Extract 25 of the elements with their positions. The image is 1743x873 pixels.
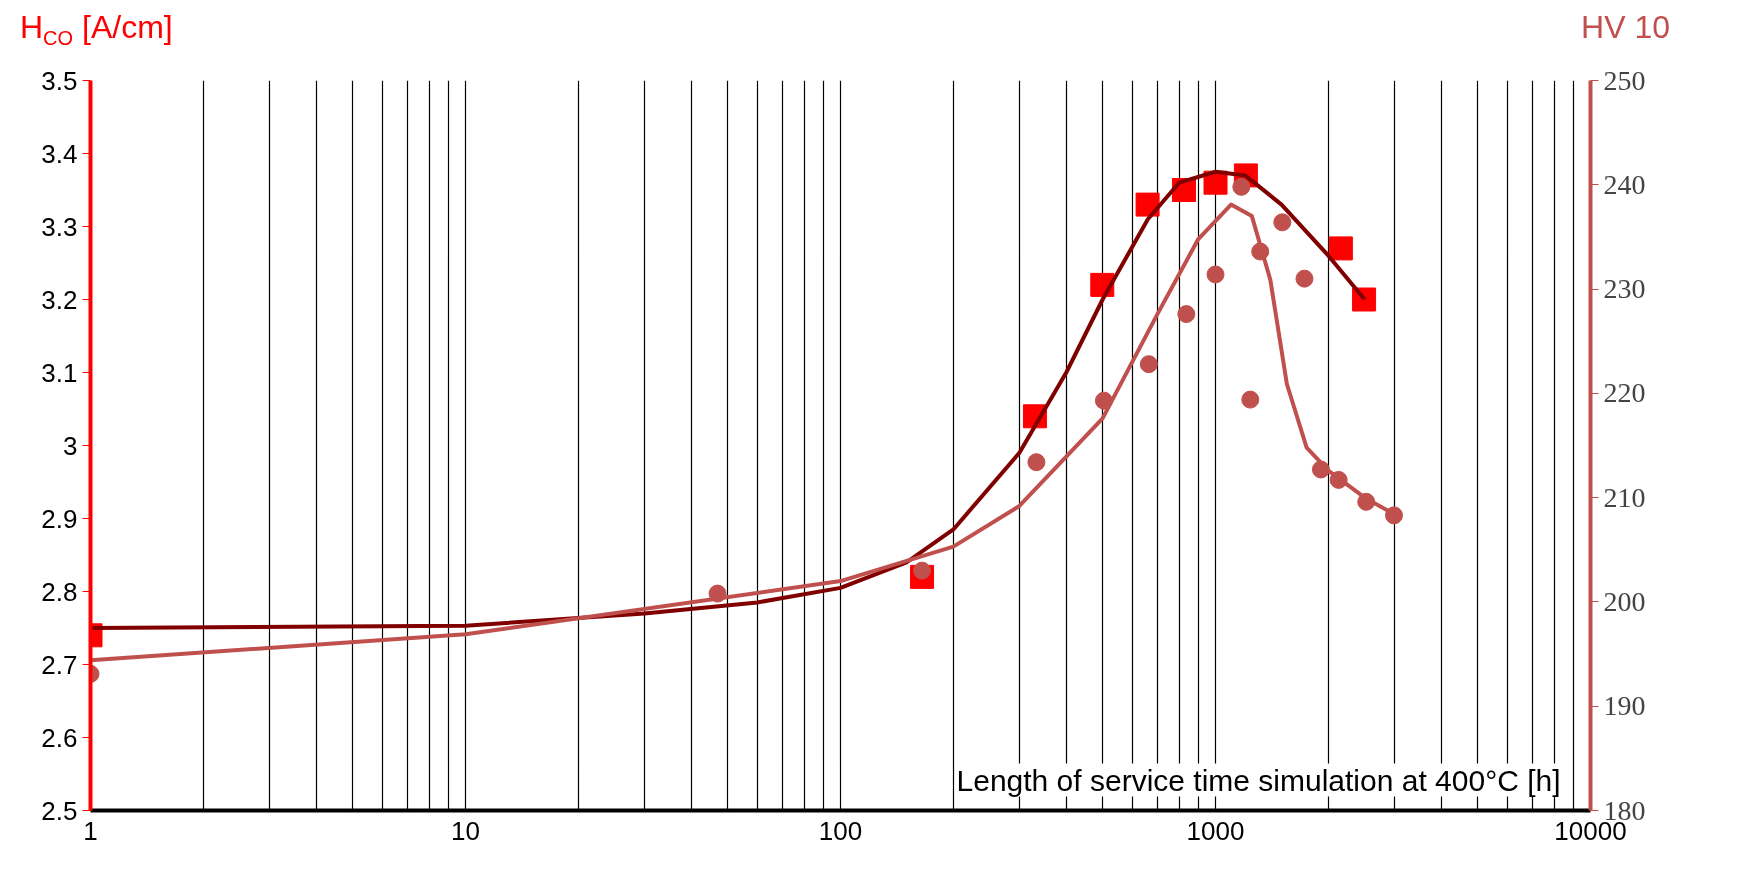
y-axis-title: H$_{CO}$ [A/cm] (20, 8, 173, 52)
y-tick-label: 3.3 (41, 211, 78, 242)
y-tick-label: 3.2 (41, 284, 78, 315)
y2-tick-label: 190 (1603, 690, 1646, 722)
y2-tick-label: 200 (1603, 585, 1646, 617)
y-tick-label: 2.5 (41, 795, 78, 826)
y-tick-label: 2.9 (41, 503, 78, 534)
y2-tick-label: 220 (1603, 377, 1646, 409)
y2-tick-label: 240 (1603, 168, 1646, 200)
y-tick-label: 2.6 (41, 722, 78, 753)
y-tick-label: 3.1 (41, 357, 78, 388)
x-tick-label: 1 (83, 815, 98, 846)
y2-axis-title: HV 10 (1581, 8, 1670, 47)
y2-tick-label: 210 (1603, 481, 1646, 513)
y-tick-label: 2.8 (41, 576, 78, 607)
y2-tick-label: 230 (1603, 273, 1646, 305)
y-tick-label: 3 (63, 430, 78, 461)
x-axis-title: Length of service time simulation at 400°C [h] (956, 763, 1561, 797)
y-tick-label: 3.4 (41, 138, 78, 169)
y2-tick-label: 250 (1603, 64, 1646, 96)
x-tick-label: 100 (818, 815, 863, 846)
x-tick-label: 1000 (1186, 815, 1245, 846)
x-tick-label: 10 (451, 815, 480, 846)
y-tick-label: 3.5 (41, 65, 78, 96)
y-tick-label: 2.7 (41, 649, 78, 680)
